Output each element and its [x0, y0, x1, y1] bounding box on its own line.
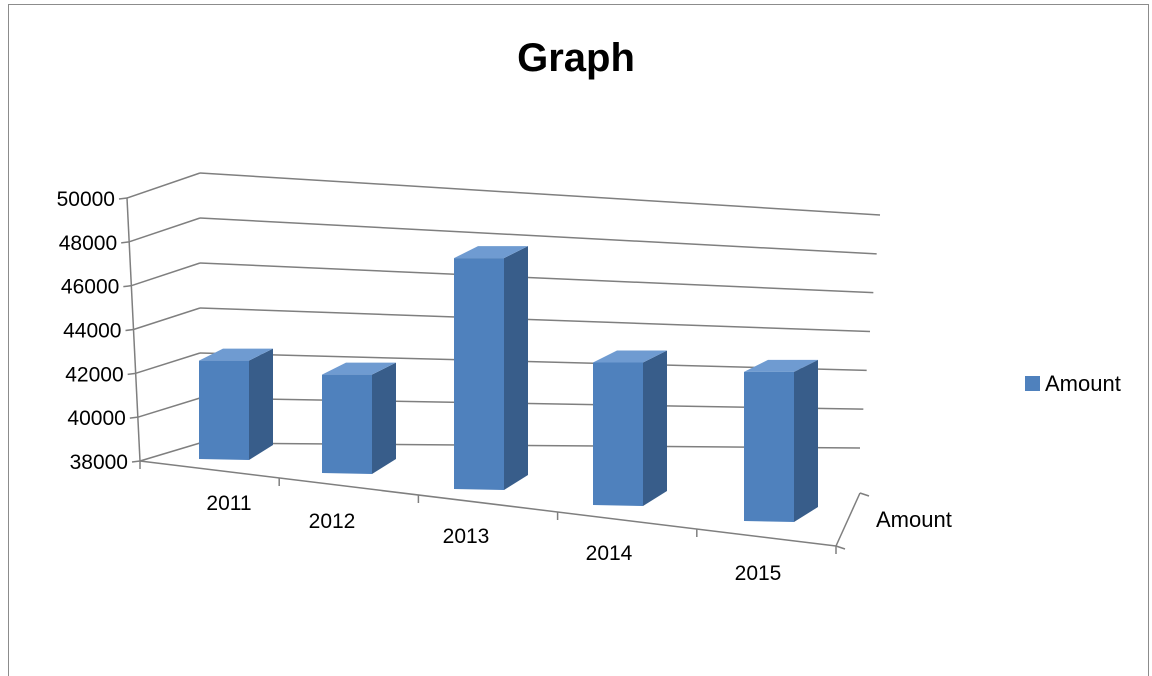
bar-side: [504, 246, 528, 490]
bar-2015: [744, 359, 818, 522]
chart-area: [8, 4, 1149, 676]
y-tick: [118, 197, 128, 200]
bar-2011: [199, 348, 273, 460]
x-axis: [139, 460, 837, 547]
depth-tick: [859, 492, 870, 497]
gridline-left: [139, 442, 201, 462]
y-tick: [131, 460, 141, 463]
bar-2013: [454, 246, 528, 490]
x-tick-label: 2015: [735, 562, 782, 585]
y-axis: [126, 197, 141, 462]
x-tick-label: 2012: [309, 510, 356, 533]
y-tick-label: 38000: [70, 451, 128, 474]
bar-top: [593, 350, 667, 363]
bar-front: [744, 371, 794, 522]
x-tick-label: 2011: [206, 492, 251, 515]
x-tick-label: 2013: [443, 525, 490, 548]
bar-side: [249, 348, 273, 460]
legend-swatch-amount: [1025, 376, 1040, 391]
bar-side: [643, 350, 667, 506]
depth-tick: [835, 545, 846, 550]
bar-top: [454, 246, 528, 259]
bar-top: [322, 362, 396, 375]
y-tick-label: 46000: [61, 276, 119, 299]
x-tick-label: 2014: [586, 542, 633, 565]
bar-top: [744, 359, 818, 372]
bar-2012: [322, 362, 396, 474]
y-tick-label: 50000: [57, 188, 115, 211]
bar-side: [372, 362, 396, 474]
gridline: [199, 307, 871, 333]
bars: [199, 246, 818, 522]
axes: [118, 197, 870, 554]
bar-front: [322, 374, 372, 474]
y-tick-label: 44000: [63, 320, 121, 343]
gridline-left: [133, 307, 201, 331]
gridline: [199, 217, 877, 255]
gridline-left: [137, 397, 201, 418]
y-tick: [121, 241, 130, 244]
bar-2014: [593, 350, 667, 506]
depth-axis-label: Amount: [876, 507, 952, 532]
y-tick-label: 40000: [67, 407, 125, 430]
gridline-left: [126, 172, 201, 199]
y-tick: [129, 416, 138, 419]
axis-labels: 38000 40000 42000 44000 46000 48000 50000 2011 2…: [57, 188, 952, 585]
gridline: [199, 172, 881, 216]
gridline-left: [128, 217, 201, 243]
bar-front: [593, 362, 643, 506]
bar-front: [199, 360, 249, 460]
gridline-left: [131, 262, 201, 287]
bar-top: [199, 348, 273, 361]
legend: Amount: [1025, 371, 1121, 396]
y-tick: [127, 372, 136, 376]
bar-front: [454, 258, 504, 490]
gridline: [199, 262, 874, 294]
y-tick-label: 48000: [59, 232, 117, 255]
legend-label-amount: Amount: [1045, 371, 1121, 396]
y-tick: [125, 328, 134, 332]
depth-axis: [835, 492, 861, 547]
bar-side: [794, 359, 818, 522]
gridline-left: [135, 352, 201, 375]
y-tick-label: 42000: [65, 363, 123, 386]
chart-title: Graph: [517, 36, 635, 80]
y-tick: [123, 284, 132, 288]
